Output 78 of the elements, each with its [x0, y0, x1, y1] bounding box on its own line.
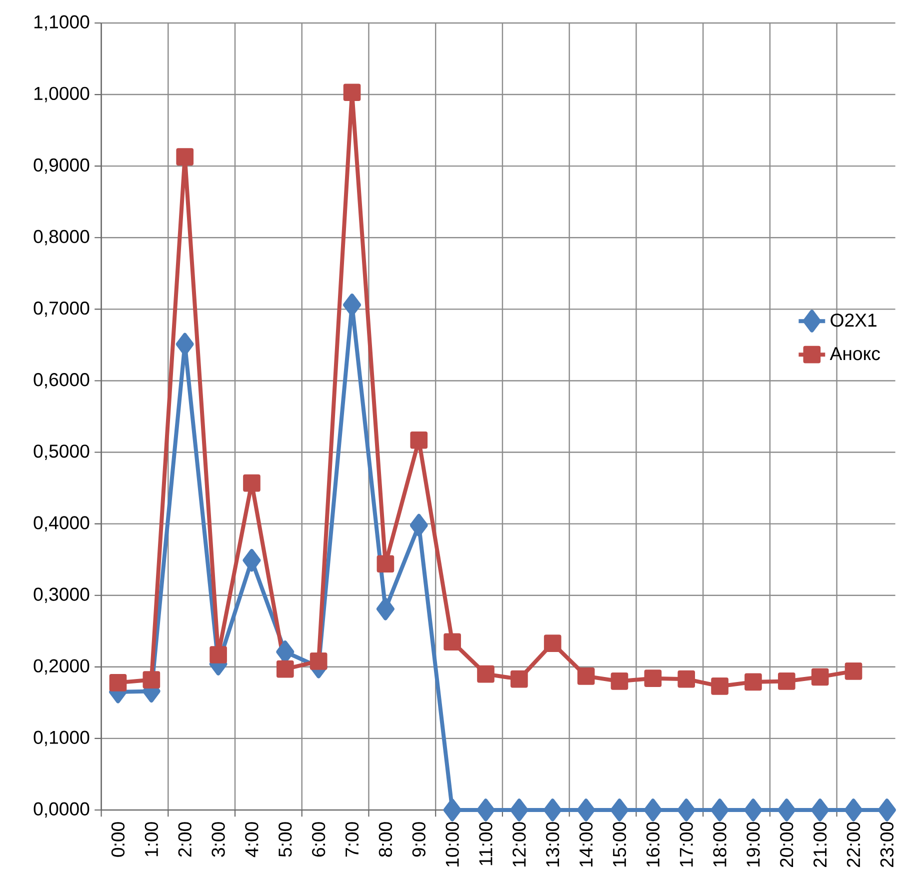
point — [677, 798, 696, 822]
point — [376, 555, 394, 573]
y-tick-label: 0,3000 — [34, 588, 90, 604]
point — [678, 670, 696, 688]
x-tick-label: 7:00 — [345, 822, 359, 857]
x-tick-label: 16:00 — [646, 822, 660, 866]
point — [242, 548, 261, 572]
point — [744, 798, 762, 822]
x-tick-label: 0:00 — [111, 822, 125, 857]
x-tick-label: 17:00 — [680, 822, 693, 866]
point — [610, 672, 628, 690]
point — [142, 671, 160, 688]
point — [644, 670, 662, 688]
y-tick-label: 0,0000 — [34, 802, 90, 818]
point — [644, 798, 662, 822]
x-tick-label: 19:00 — [746, 822, 760, 866]
point — [410, 514, 428, 537]
point — [243, 474, 260, 492]
point — [711, 678, 728, 695]
x-tick-label: 5:00 — [278, 822, 292, 857]
point — [811, 798, 830, 822]
legend-label: Анокс — [830, 347, 880, 360]
point — [310, 652, 328, 670]
x-tick-label: 10:00 — [446, 822, 459, 866]
point — [710, 798, 729, 822]
x-tick-label: 11:00 — [479, 822, 492, 866]
x-tick-label: 9:00 — [412, 822, 426, 857]
y-tick-label: 0,5000 — [34, 444, 90, 460]
x-tick-label: 18:00 — [713, 822, 726, 866]
point — [544, 798, 562, 822]
point — [878, 798, 896, 822]
y-tick-label: 0,7000 — [34, 301, 90, 317]
point — [276, 660, 294, 678]
point — [376, 598, 394, 620]
point — [544, 634, 562, 652]
point — [844, 662, 862, 680]
y-tick-label: 1,0000 — [34, 86, 90, 102]
point — [477, 665, 494, 683]
y-tick-label: 1,1000 — [34, 15, 90, 31]
point — [844, 798, 863, 822]
x-tick-label: 15:00 — [612, 822, 626, 866]
point — [510, 798, 528, 822]
y-tick-label: 0,1000 — [34, 730, 90, 746]
point — [811, 668, 829, 686]
x-tick-label: 21:00 — [813, 822, 827, 867]
point — [577, 668, 595, 685]
y-tick-label: 0,6000 — [34, 373, 90, 388]
x-tick-label: 20:00 — [780, 822, 794, 867]
x-tick-label: 14:00 — [579, 822, 593, 866]
point — [610, 798, 628, 822]
point — [443, 798, 462, 822]
point — [210, 646, 227, 664]
y-tick-label: 0,9000 — [34, 158, 90, 174]
y-tick-label: 0,4000 — [34, 516, 90, 532]
point — [510, 670, 528, 688]
x-tick-label: 8:00 — [378, 822, 392, 857]
legend-label: O2X1 — [830, 314, 876, 327]
x-tick-label: 23:00 — [880, 822, 894, 867]
x-tick-label: 1:00 — [144, 822, 158, 856]
point — [343, 84, 361, 102]
x-tick-label: 4:00 — [245, 822, 258, 858]
x-tick-label: 3:00 — [212, 822, 225, 857]
point — [778, 672, 796, 690]
x-tick-label: 13:00 — [546, 822, 560, 866]
point — [577, 798, 596, 822]
point — [176, 148, 194, 166]
x-tick-label: 2:00 — [178, 822, 192, 857]
point — [109, 674, 127, 692]
x-tick-label: 6:00 — [312, 822, 326, 857]
point — [410, 431, 428, 449]
y-tick-label: 0,8000 — [34, 230, 90, 246]
y-tick-label: 0,2000 — [34, 659, 90, 675]
x-tick-label: 22:00 — [846, 822, 860, 867]
point — [444, 633, 461, 651]
point — [778, 798, 796, 822]
x-tick-label: 12:00 — [512, 822, 526, 866]
point — [744, 673, 762, 691]
point — [476, 798, 495, 822]
